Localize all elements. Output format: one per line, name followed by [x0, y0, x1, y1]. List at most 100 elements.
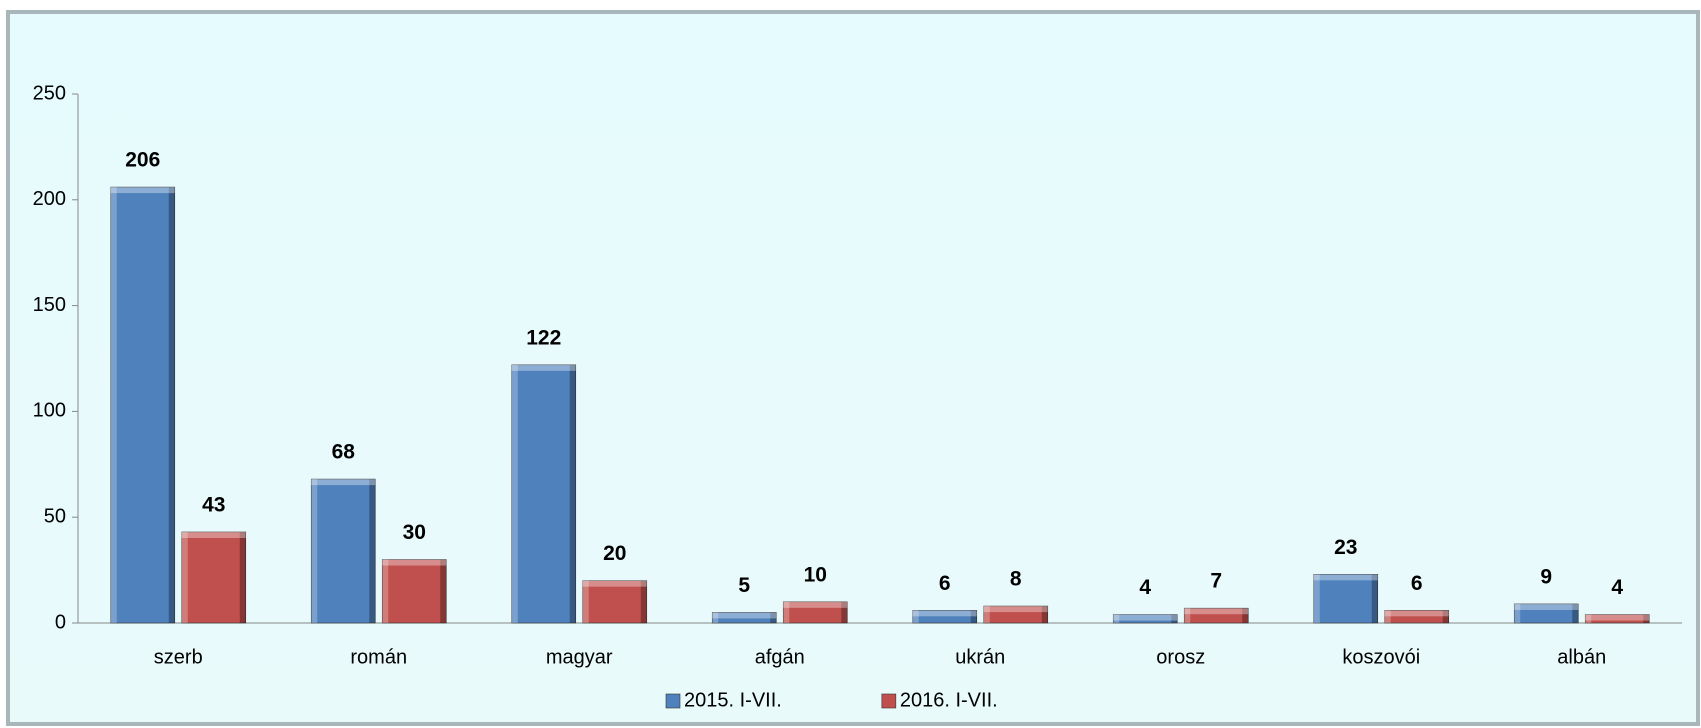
bar-bevel-right — [440, 559, 447, 623]
bar-bevel-top — [311, 479, 376, 486]
bar-bevel-right — [1242, 608, 1249, 623]
y-tick-label: 100 — [33, 400, 66, 422]
bar-group — [181, 531, 247, 624]
value-label: 7 — [1210, 570, 1222, 593]
value-label: 30 — [403, 521, 426, 544]
bar-bevel-right — [569, 364, 576, 623]
value-label: 9 — [1540, 566, 1552, 589]
value-label: 68 — [332, 441, 356, 464]
bar — [711, 612, 777, 624]
value-label: 4 — [1139, 576, 1151, 599]
y-tick-label: 0 — [55, 611, 66, 633]
value-label: 5 — [738, 574, 750, 597]
bar-group — [1513, 603, 1579, 624]
value-label: 6 — [1411, 572, 1423, 595]
bar — [110, 186, 176, 624]
bar-group — [983, 605, 1049, 624]
bar-bevel-left — [1313, 574, 1320, 623]
bar-bevel-left — [1113, 614, 1120, 623]
legend-label: 2015. I-VII. — [684, 689, 782, 711]
bar — [181, 531, 247, 624]
bar-bevel-right — [1572, 603, 1579, 623]
bar-bevel-top — [912, 610, 977, 617]
value-label: 43 — [202, 494, 225, 517]
legend-swatch — [665, 693, 681, 709]
value-label: 23 — [1334, 536, 1357, 559]
bar-bevel-top — [1514, 603, 1579, 610]
bar-bevel-top — [582, 580, 647, 587]
bar-bevel-top — [1384, 610, 1449, 617]
bar-bevel-top — [712, 612, 777, 619]
x-tick-label: román — [350, 646, 407, 668]
value-label: 10 — [804, 563, 827, 586]
bar-bevel-left — [311, 479, 318, 623]
bar-bevel-top — [1585, 614, 1650, 621]
bar-bevel-top — [511, 364, 576, 371]
bar-bevel-right — [1171, 614, 1178, 623]
bar-bevel-right — [1041, 606, 1048, 623]
bar-bevel-left — [1184, 608, 1191, 623]
bar-bevel-top — [1313, 574, 1378, 581]
bar — [511, 364, 577, 624]
bar-bevel-left — [983, 606, 990, 623]
bar-bevel-left — [1384, 610, 1391, 623]
bar-bevel-left — [382, 559, 389, 623]
x-tick-label: szerb — [154, 646, 203, 668]
value-label: 6 — [939, 572, 951, 595]
x-tick-label: albán — [1557, 646, 1606, 668]
bar-bevel-left — [912, 610, 919, 623]
bar-bevel-top — [382, 559, 447, 566]
bar — [912, 610, 978, 624]
x-tick-label: ukrán — [955, 646, 1005, 668]
value-label: 8 — [1010, 568, 1022, 591]
bar-group — [1112, 614, 1178, 624]
y-tick-label: 250 — [33, 82, 66, 104]
x-tick-label: afgán — [755, 646, 805, 668]
y-tick-label: 200 — [33, 188, 66, 210]
bar-bevel-top — [1184, 608, 1249, 615]
bar-group — [582, 580, 648, 624]
bar-group — [1313, 574, 1379, 624]
bar-group — [711, 612, 777, 624]
bar — [381, 559, 447, 624]
bar-group — [1384, 610, 1450, 624]
value-label: 20 — [603, 542, 626, 565]
bar-group — [1183, 607, 1249, 624]
bar-bevel-left — [181, 532, 188, 623]
value-label: 122 — [526, 326, 561, 349]
bar-bevel-right — [770, 612, 777, 623]
x-tick-label: orosz — [1156, 646, 1205, 668]
bar — [983, 605, 1049, 624]
bar-bevel-left — [712, 612, 719, 623]
bar-group — [110, 186, 176, 624]
bar-bevel-top — [983, 606, 1048, 613]
bar-bevel-right — [168, 187, 175, 623]
bar-group — [511, 364, 577, 624]
bar-group — [912, 610, 978, 624]
bar-bevel-top — [1113, 614, 1178, 621]
bar-bevel-top — [110, 187, 175, 194]
bar-group — [1584, 614, 1650, 624]
bar-group — [782, 601, 848, 624]
bar-bevel-left — [783, 601, 790, 623]
bar-bevel-left — [1514, 603, 1521, 623]
legend-swatch — [881, 693, 897, 709]
bar — [1513, 603, 1579, 624]
bar — [782, 601, 848, 624]
bar-bevel-right — [369, 479, 376, 623]
bar-bevel-right — [1643, 614, 1650, 623]
y-tick-label: 150 — [33, 294, 66, 316]
bar — [1313, 574, 1379, 624]
bar-bevel-left — [1585, 614, 1592, 623]
chart-frame — [6, 10, 1700, 726]
x-tick-label: magyar — [546, 646, 613, 668]
bar — [310, 478, 376, 624]
bar-bevel-right — [640, 580, 647, 623]
bar-bevel-left — [582, 580, 589, 623]
bar-bevel-right — [1442, 610, 1449, 623]
bar-bevel-top — [783, 601, 848, 608]
bar-bevel-left — [110, 187, 117, 623]
bar-bevel-top — [181, 532, 246, 539]
bar — [1112, 614, 1178, 624]
